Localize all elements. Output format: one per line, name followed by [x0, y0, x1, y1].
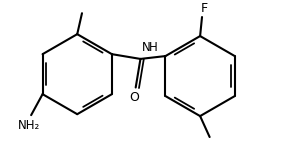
Text: H: H — [149, 41, 157, 55]
Text: O: O — [129, 91, 139, 103]
Text: N: N — [142, 41, 151, 55]
Text: NH₂: NH₂ — [18, 119, 40, 132]
Text: F: F — [200, 2, 208, 15]
